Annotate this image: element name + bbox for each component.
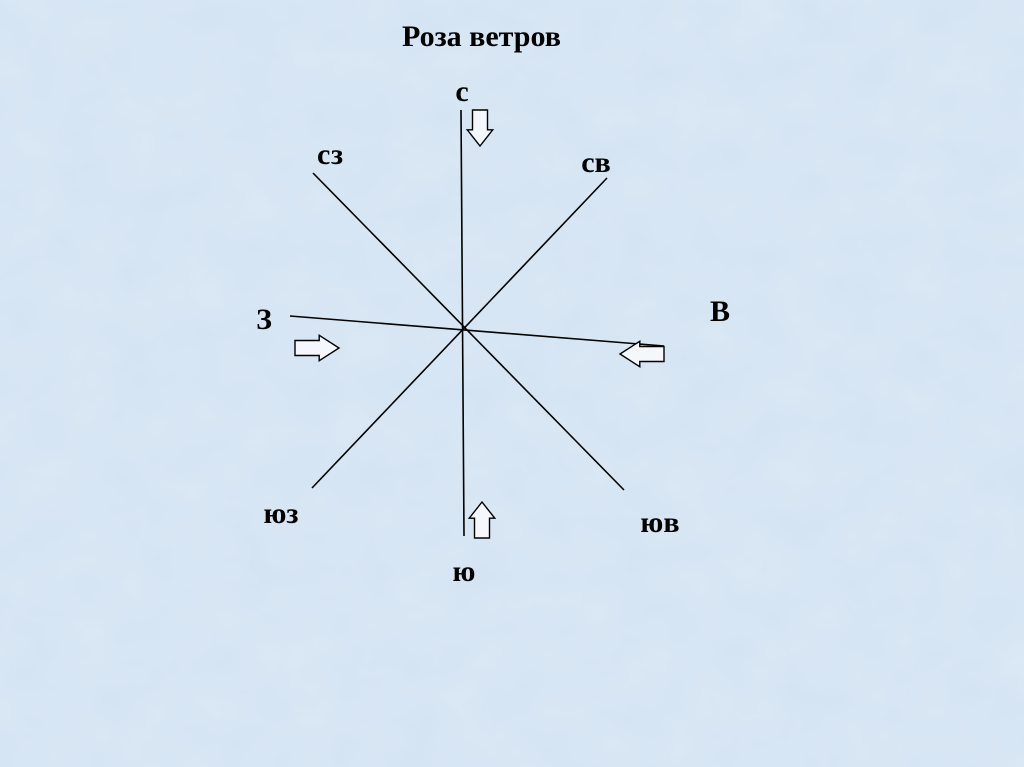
background (0, 0, 1024, 767)
wind-rose-diagram: Роза ветров с св В юв ю юз З сз (0, 0, 1024, 767)
diagram-canvas (0, 0, 1024, 767)
label-northwest: сз (317, 138, 343, 172)
label-north: с (455, 75, 468, 109)
label-west: З (256, 303, 272, 337)
label-northeast: св (581, 146, 611, 180)
label-southeast: юв (640, 506, 679, 540)
label-south: ю (453, 555, 476, 589)
page-title: Роза ветров (402, 20, 561, 54)
label-southwest: юз (264, 497, 299, 531)
label-east: В (710, 295, 730, 329)
